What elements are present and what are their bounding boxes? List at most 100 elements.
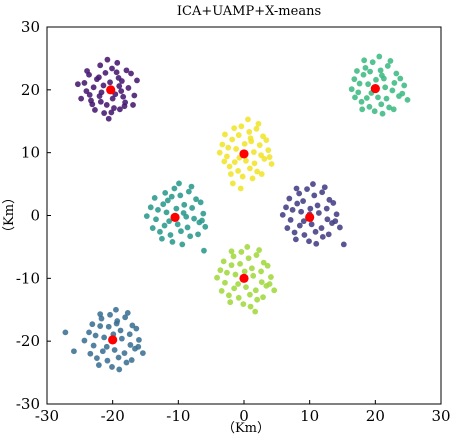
data-point-cluster-2 xyxy=(367,68,373,75)
data-point-cluster-2 xyxy=(363,95,370,101)
data-point-cluster-7 xyxy=(136,337,142,343)
data-point-cluster-1 xyxy=(130,102,136,108)
data-point-cluster-3 xyxy=(243,157,249,164)
data-point-cluster-4 xyxy=(163,209,170,216)
data-point-cluster-6 xyxy=(250,272,257,279)
data-point-cluster-3 xyxy=(247,135,254,142)
data-point-cluster-7 xyxy=(113,320,120,327)
data-point-cluster-2 xyxy=(375,94,381,101)
data-point-cluster-4 xyxy=(155,206,161,213)
centroids xyxy=(106,83,380,345)
data-point-cluster-6 xyxy=(245,255,252,262)
data-point-cluster-4 xyxy=(187,233,194,240)
data-point-cluster-7 xyxy=(117,327,124,334)
data-point-cluster-6 xyxy=(268,274,274,280)
data-point-cluster-7 xyxy=(127,342,134,348)
data-point-cluster-6 xyxy=(247,303,254,310)
data-point-cluster-2 xyxy=(393,70,400,77)
data-point-cluster-5 xyxy=(313,240,320,247)
data-point-cluster-1 xyxy=(103,102,110,108)
data-point-cluster-1 xyxy=(114,59,121,66)
data-point-cluster-7 xyxy=(129,322,136,329)
data-point-cluster-2 xyxy=(362,64,369,71)
y-tick-label: -20 xyxy=(16,332,40,350)
data-point-cluster-4 xyxy=(183,213,190,220)
data-point-cluster-3 xyxy=(216,149,223,156)
data-point-cluster-5 xyxy=(284,225,291,231)
data-point-cluster-6 xyxy=(235,281,241,287)
data-point-cluster-1 xyxy=(86,91,93,98)
data-point-cluster-2 xyxy=(390,106,397,113)
data-point-cluster-5 xyxy=(321,184,328,191)
data-point-cluster-6 xyxy=(243,284,249,291)
data-point-cluster-7 xyxy=(111,347,118,353)
data-point-cluster-2 xyxy=(387,58,394,64)
data-point-cluster-4 xyxy=(184,224,191,231)
data-point-cluster-7 xyxy=(115,354,122,361)
data-point-cluster-4 xyxy=(149,225,156,231)
data-point-cluster-3 xyxy=(241,140,248,147)
data-point-cluster-2 xyxy=(359,106,366,113)
data-point-cluster-7 xyxy=(113,306,119,313)
data-point-cluster-5 xyxy=(287,216,294,223)
data-point-cluster-7 xyxy=(103,343,110,350)
data-point-cluster-1 xyxy=(96,93,103,100)
data-point-cluster-2 xyxy=(399,90,406,97)
data-point-cluster-4 xyxy=(201,247,207,254)
data-point-cluster-7 xyxy=(109,364,115,370)
data-point-cluster-2 xyxy=(369,59,376,66)
data-point-cluster-5 xyxy=(292,236,299,243)
y-tick-label: -10 xyxy=(16,269,40,287)
data-point-cluster-2 xyxy=(356,80,363,87)
data-point-cluster-3 xyxy=(263,137,270,144)
data-point-cluster-1 xyxy=(108,109,115,116)
data-point-cluster-3 xyxy=(247,165,253,172)
chart-title: ICA+UAMP+X-means xyxy=(177,4,321,19)
data-point-cluster-5 xyxy=(325,231,332,238)
data-point-cluster-4 xyxy=(177,192,184,199)
data-point-cluster-2 xyxy=(383,95,390,102)
data-point-cluster-3 xyxy=(265,147,272,154)
data-point-cluster-1 xyxy=(111,105,117,111)
data-point-cluster-6 xyxy=(244,244,251,250)
centroid-marker-3 xyxy=(239,149,249,159)
data-point-cluster-4 xyxy=(169,238,176,245)
data-point-cluster-3 xyxy=(237,185,244,192)
y-tick-label: 10 xyxy=(21,144,40,162)
data-point-cluster-3 xyxy=(250,149,257,155)
data-point-cluster-2 xyxy=(376,53,383,60)
data-point-cluster-7 xyxy=(71,348,77,355)
data-point-cluster-7 xyxy=(87,350,94,357)
data-point-cluster-6 xyxy=(218,288,225,294)
data-point-cluster-5 xyxy=(318,225,325,231)
data-point-cluster-2 xyxy=(377,67,384,74)
data-point-cluster-6 xyxy=(241,268,248,275)
data-point-cluster-4 xyxy=(166,218,173,225)
data-point-cluster-3 xyxy=(268,161,275,167)
data-point-cluster-1 xyxy=(104,56,111,63)
data-point-cluster-3 xyxy=(229,136,236,143)
data-point-cluster-7 xyxy=(121,350,128,357)
x-tick-label: -30 xyxy=(35,407,59,425)
data-point-cluster-1 xyxy=(121,103,128,110)
x-tick-label: 30 xyxy=(431,407,450,425)
data-point-cluster-4 xyxy=(167,232,174,238)
data-point-cluster-6 xyxy=(254,296,261,303)
data-point-cluster-7 xyxy=(101,334,108,341)
data-point-cluster-5 xyxy=(340,241,347,248)
data-point-cluster-7 xyxy=(98,315,105,322)
data-point-cluster-1 xyxy=(90,84,97,91)
y-tick-label: 30 xyxy=(21,18,40,36)
data-point-cluster-4 xyxy=(151,195,158,201)
data-point-cluster-5 xyxy=(311,192,318,199)
data-point-cluster-3 xyxy=(224,153,230,160)
data-point-cluster-2 xyxy=(401,82,408,89)
y-tick-label: 20 xyxy=(21,81,40,99)
data-point-cluster-1 xyxy=(109,65,115,72)
data-point-cluster-6 xyxy=(230,253,237,260)
data-point-cluster-4 xyxy=(161,222,168,229)
data-point-cluster-5 xyxy=(319,189,326,196)
data-point-cluster-1 xyxy=(74,81,81,88)
data-point-cluster-2 xyxy=(384,63,391,69)
data-point-cluster-6 xyxy=(217,267,224,274)
